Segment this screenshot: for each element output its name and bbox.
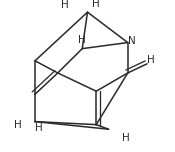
Text: N: N xyxy=(128,36,136,46)
Text: H: H xyxy=(35,123,42,133)
Text: H: H xyxy=(122,133,130,143)
Text: H: H xyxy=(78,35,86,45)
Text: H: H xyxy=(92,0,100,9)
Text: H: H xyxy=(14,120,21,130)
Text: H: H xyxy=(147,55,154,65)
Text: H: H xyxy=(61,0,69,10)
